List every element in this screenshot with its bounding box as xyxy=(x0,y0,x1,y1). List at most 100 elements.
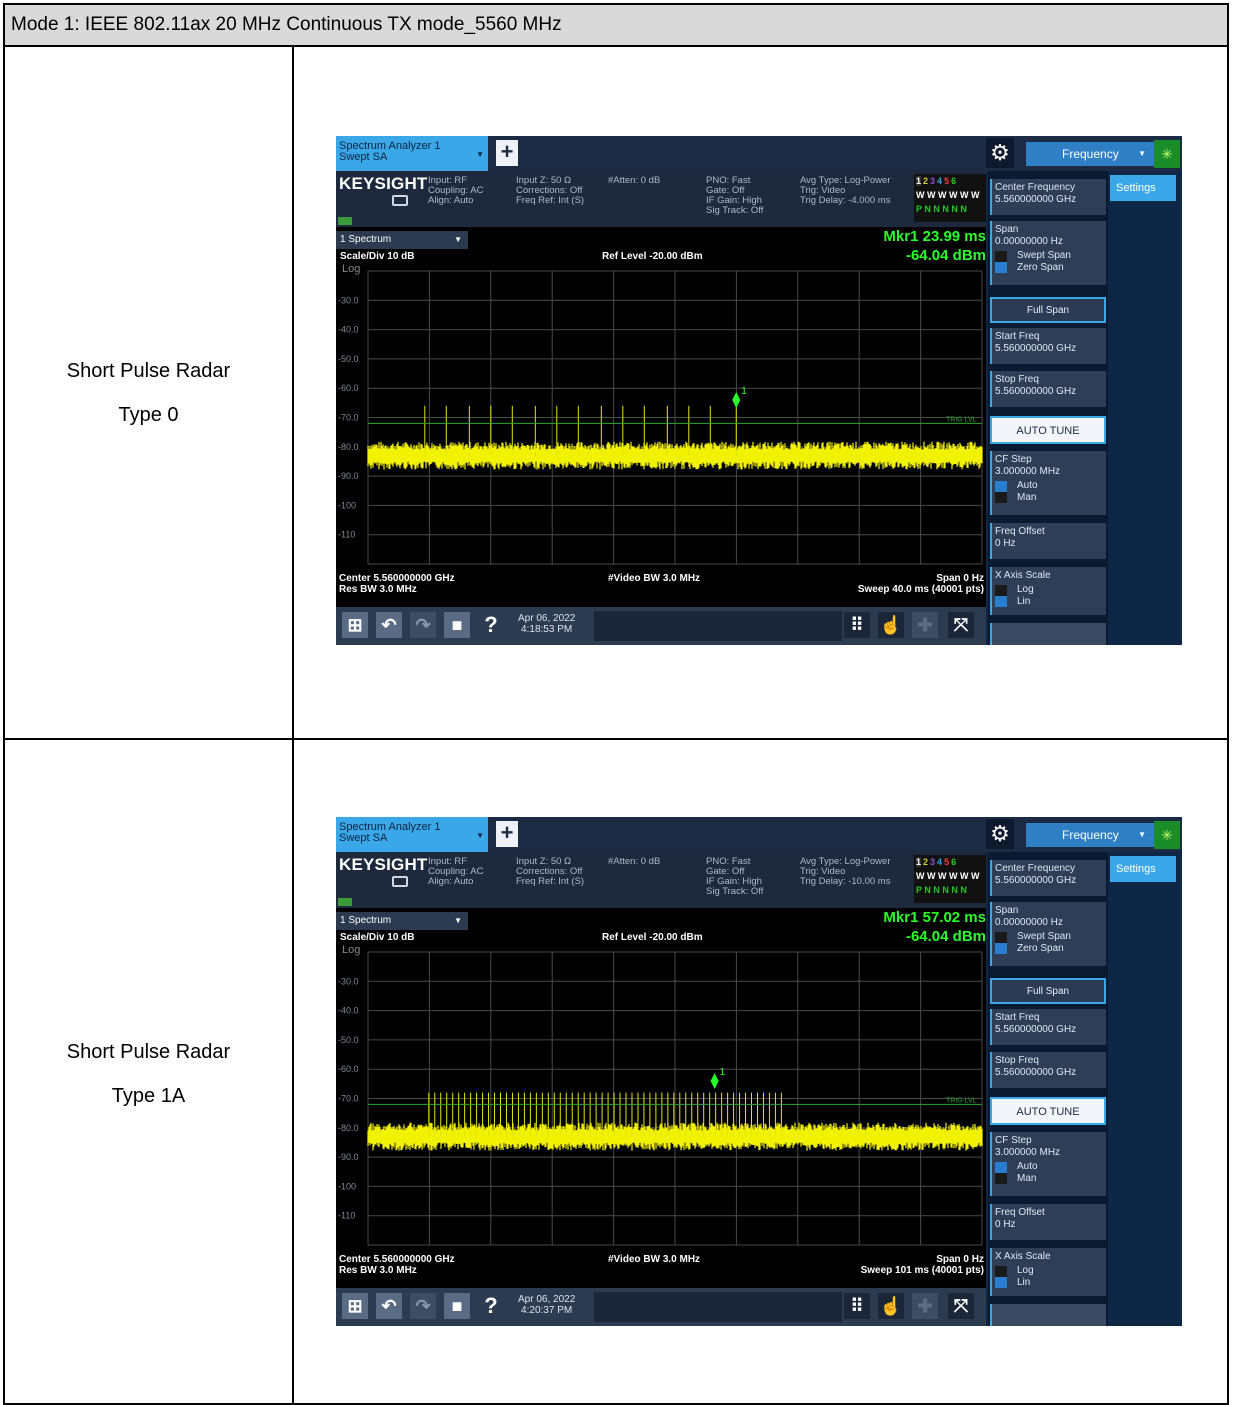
footer-span: Span 0 Hz xyxy=(936,1254,984,1265)
y-tick-label: -60.0 xyxy=(338,383,359,393)
marker-diamond xyxy=(710,1073,719,1090)
analyzer-tab[interactable]: Spectrum Analyzer 1 Swept SA ▼ xyxy=(336,136,488,171)
add-screen-button[interactable]: + xyxy=(496,821,518,847)
analyzer-tab[interactable]: Spectrum Analyzer 1 Swept SA ▼ xyxy=(336,817,488,852)
trace-plot[interactable]: -30.0 -40.0 -50.0 -60.0 -70.0 -80.0 -90.0 -100 -… xyxy=(338,270,983,565)
freq-offset-button[interactable]: Freq Offset 0 Hz xyxy=(990,523,1106,559)
footer-span: Span 0 Hz xyxy=(936,573,984,584)
cf-step-button[interactable]: CF Step 3.000000 MHz Auto Man xyxy=(990,451,1106,515)
folder-icon[interactable]: ■ xyxy=(444,612,470,638)
redo-icon[interactable]: ↷ xyxy=(410,612,436,638)
keypad-icon[interactable]: ⠿ xyxy=(844,1293,870,1319)
cf-step-toggle[interactable]: Auto Man xyxy=(995,1161,1103,1185)
more-button[interactable] xyxy=(990,623,1106,645)
start-freq-button[interactable]: Start Freq 5.560000000 GHz xyxy=(990,1009,1106,1045)
x-axis-scale-button[interactable]: X Axis Scale Log Lin xyxy=(990,567,1106,615)
settings-text: 1 xyxy=(916,176,922,186)
y-tick-label: -110 xyxy=(338,1211,355,1221)
settings-panel: Center Frequency 5.560000000 GHz Span 0.00… xyxy=(986,852,1182,1326)
status-info-bar: KEYSIGHT Input: RF Coupling: AC Align: A… xyxy=(336,852,986,908)
settings-text: Zero Span xyxy=(1017,262,1064,273)
busy-indicator-icon: ✳ xyxy=(1154,821,1180,849)
footer-rbw: Res BW 3.0 MHz xyxy=(339,1265,417,1276)
settings-text: Start Freq xyxy=(995,331,1040,342)
info-corrections: Input Z: 50 Ω Corrections: Off Freq Ref:… xyxy=(516,175,585,206)
redo-icon[interactable]: ↷ xyxy=(410,1293,436,1319)
touch-icon[interactable]: ☝ xyxy=(878,612,904,638)
full-span-button[interactable]: Full Span xyxy=(990,297,1106,323)
settings-text: 5.560000000 GHz xyxy=(995,194,1077,205)
x-axis-scale-toggle[interactable]: Log Lin xyxy=(995,584,1103,608)
span-mode-toggle[interactable]: Swept Span Zero Span xyxy=(995,931,1103,955)
grid-icon[interactable]: ✚ xyxy=(912,1293,938,1319)
screen-icon[interactable] xyxy=(392,876,408,887)
info-trigger: Avg Type: Log-Power Trig: Video Trig Del… xyxy=(800,856,891,887)
settings-tab[interactable]: Settings xyxy=(1110,856,1176,882)
fullscreen-icon[interactable]: ⤧ xyxy=(948,1293,974,1319)
settings-text: AUTO TUNE xyxy=(1016,1106,1080,1118)
span-button[interactable]: Span 0.00000000 Hz Swept Span Zero Span xyxy=(990,221,1106,285)
marker-diamond xyxy=(732,392,741,409)
fullscreen-icon[interactable]: ⤧ xyxy=(948,612,974,638)
touch-icon[interactable]: ☝ xyxy=(878,1293,904,1319)
freq-offset-button[interactable]: Freq Offset 0 Hz xyxy=(990,1204,1106,1240)
help-icon[interactable]: ? xyxy=(484,612,498,637)
cf-step-button[interactable]: CF Step 3.000000 MHz Auto Man xyxy=(990,1132,1106,1196)
lxi-indicator xyxy=(338,898,352,906)
tab-subtitle: Swept SA xyxy=(339,832,388,844)
settings-text: 3.000000 MHz xyxy=(995,466,1061,477)
settings-tab[interactable]: Settings xyxy=(1110,175,1176,201)
keypad-icon[interactable]: ⠿ xyxy=(844,612,870,638)
settings-text: 3 xyxy=(930,176,936,186)
windows-icon[interactable]: ⊞ xyxy=(342,612,368,638)
span-button[interactable]: Span 0.00000000 Hz Swept Span Zero Span xyxy=(990,902,1106,966)
grid-icon[interactable]: ✚ xyxy=(912,612,938,638)
marker-level-readout: -64.04 dBm xyxy=(905,247,986,264)
folder-icon[interactable]: ■ xyxy=(444,1293,470,1319)
settings-text: 6 xyxy=(951,176,957,186)
trace-plot[interactable]: -30.0 -40.0 -50.0 -60.0 -70.0 -80.0 -90.0 -100 -… xyxy=(338,951,983,1246)
more-button[interactable] xyxy=(990,1304,1106,1326)
screen-icon[interactable] xyxy=(392,195,408,206)
window-select-label: 1 Spectrum xyxy=(340,915,392,926)
auto-tune-button[interactable]: AUTO TUNE xyxy=(990,1097,1106,1125)
info-trigger: Avg Type: Log-Power Trig: Video Trig Del… xyxy=(800,175,891,206)
marker-label: 1 xyxy=(720,1067,726,1078)
settings-text: 3 xyxy=(930,857,936,867)
undo-icon[interactable]: ↶ xyxy=(376,1293,402,1319)
center-frequency-button[interactable]: Center Frequency 5.560000000 GHz xyxy=(990,179,1106,215)
stop-freq-button[interactable]: Stop Freq 5.560000000 GHz xyxy=(990,371,1106,407)
ref-level: Ref Level -20.00 dBm xyxy=(602,932,703,943)
gear-icon[interactable]: ⚙ xyxy=(986,819,1014,849)
help-icon[interactable]: ? xyxy=(484,1293,498,1318)
x-axis-scale-toggle[interactable]: Log Lin xyxy=(995,1265,1103,1289)
auto-tune-button[interactable]: AUTO TUNE xyxy=(990,416,1106,444)
settings-text: Full Span xyxy=(1026,305,1070,316)
window-select[interactable]: 1 Spectrum ▼ xyxy=(336,231,468,249)
frequency-menu[interactable]: Frequency ▼ xyxy=(1026,142,1156,166)
y-tick-label: -110 xyxy=(338,530,355,540)
gear-icon[interactable]: ⚙ xyxy=(986,138,1014,168)
frequency-menu[interactable]: Frequency ▼ xyxy=(1026,823,1156,847)
window-select[interactable]: 1 Spectrum ▼ xyxy=(336,912,468,930)
x-axis-scale-button[interactable]: X Axis Scale Log Lin xyxy=(990,1248,1106,1296)
footer-rbw: Res BW 3.0 MHz xyxy=(339,584,417,595)
clock-date: Apr 06, 2022 xyxy=(518,1294,576,1305)
settings-text: 0.00000000 Hz xyxy=(995,236,1063,247)
span-mode-toggle[interactable]: Swept Span Zero Span xyxy=(995,250,1103,274)
undo-icon[interactable]: ↶ xyxy=(376,612,402,638)
cf-step-toggle[interactable]: Auto Man xyxy=(995,480,1103,504)
y-tick-label: -100 xyxy=(338,1181,356,1191)
full-span-button[interactable]: Full Span xyxy=(990,978,1106,1004)
center-frequency-button[interactable]: Center Frequency 5.560000000 GHz xyxy=(990,860,1106,896)
stop-freq-button[interactable]: Stop Freq 5.560000000 GHz xyxy=(990,1052,1106,1088)
y-tick-label: -40.0 xyxy=(338,1006,359,1016)
add-screen-button[interactable]: + xyxy=(496,140,518,166)
analyzer-top-bar: Spectrum Analyzer 1 Swept SA ▼ + ⚙ Frequ… xyxy=(336,817,1182,852)
status-message-field xyxy=(594,1292,842,1322)
y-tick-label: -80.0 xyxy=(338,442,359,452)
start-freq-button[interactable]: Start Freq 5.560000000 GHz xyxy=(990,328,1106,364)
windows-icon[interactable]: ⊞ xyxy=(342,1293,368,1319)
